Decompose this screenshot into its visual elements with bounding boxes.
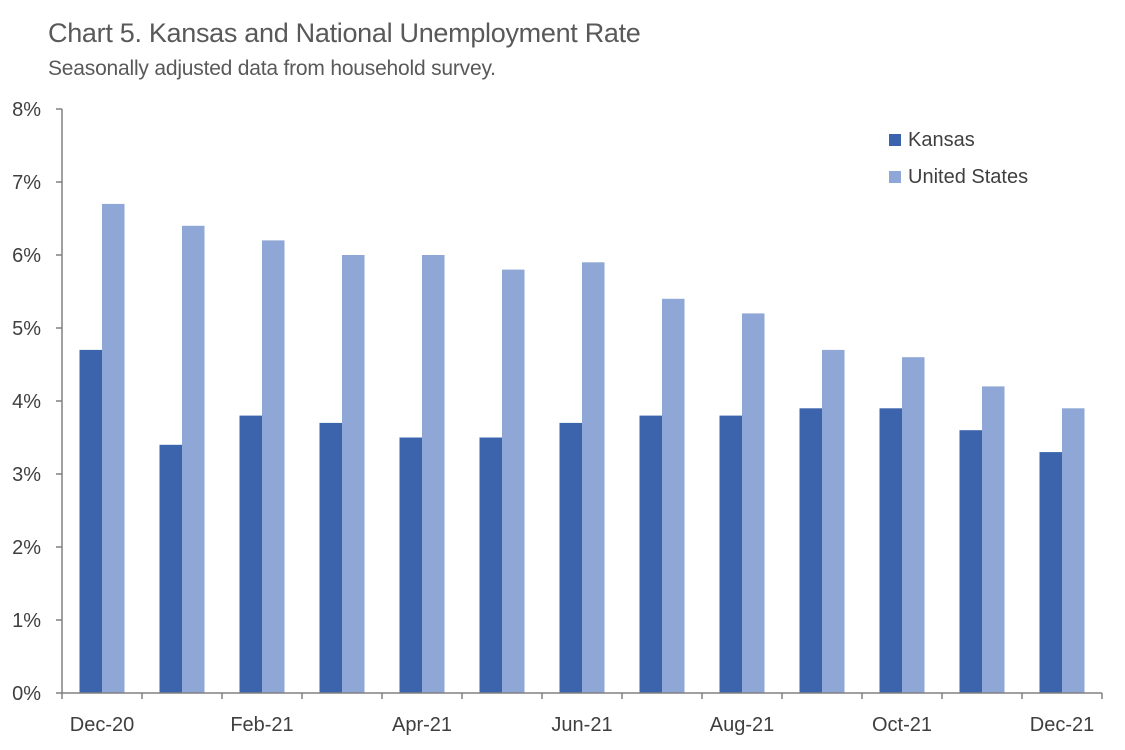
x-tick-label: Feb-21: [230, 714, 293, 736]
y-tick-label: 5%: [12, 318, 41, 340]
bar-united-states-dec-20: [102, 203, 125, 693]
bar-united-states-jan-21: [182, 225, 205, 694]
bar-kansas-may-21: [479, 437, 502, 693]
bar-kansas-nov-21: [959, 430, 982, 693]
bar-united-states-may-21: [502, 269, 525, 693]
bar-kansas-mar-21: [319, 422, 342, 693]
y-tick-label: 8%: [12, 99, 41, 121]
bar-kansas-aug-21: [719, 415, 742, 693]
x-tick-label: Apr-21: [392, 714, 452, 736]
y-tick-label: 6%: [12, 245, 41, 267]
bar-kansas-jun-21: [559, 422, 582, 693]
bar-kansas-oct-21: [879, 408, 902, 693]
bar-kansas-apr-21: [399, 437, 422, 693]
x-tick-label: Jun-21: [551, 714, 612, 736]
bar-united-states-nov-21: [982, 386, 1005, 693]
x-tick-label: Dec-21: [1030, 714, 1094, 736]
bar-kansas-dec-20: [79, 349, 102, 693]
chart-title: Chart 5. Kansas and National Unemploymen…: [48, 18, 641, 48]
bar-kansas-sep-21: [799, 408, 822, 693]
bar-united-states-dec-21: [1062, 408, 1085, 693]
x-tick-label: Dec-20: [70, 714, 134, 736]
legend-label-united-states: United States: [908, 166, 1028, 188]
legend-swatch-united-states: [889, 171, 901, 183]
bar-kansas-jan-21: [159, 444, 182, 693]
x-tick-label: Aug-21: [710, 714, 775, 736]
bar-united-states-aug-21: [742, 313, 765, 693]
y-tick-label: 7%: [12, 172, 41, 194]
bar-kansas-dec-21: [1039, 452, 1062, 693]
bar-united-states-feb-21: [262, 240, 285, 693]
legend-swatch-kansas: [889, 134, 901, 146]
bar-united-states-jun-21: [582, 262, 605, 693]
legend-label-kansas: Kansas: [908, 129, 975, 151]
bar-united-states-apr-21: [422, 255, 445, 693]
y-tick-label: 4%: [12, 391, 41, 413]
bar-united-states-jul-21: [662, 298, 685, 693]
chart-subtitle: Seasonally adjusted data from household …: [48, 57, 496, 80]
bar-kansas-feb-21: [239, 415, 262, 693]
bar-united-states-oct-21: [902, 357, 925, 693]
bar-united-states-sep-21: [822, 349, 845, 693]
bar-united-states-mar-21: [342, 255, 365, 693]
y-tick-label: 0%: [12, 683, 41, 705]
y-tick-label: 2%: [12, 537, 41, 559]
x-tick-label: Oct-21: [872, 714, 932, 736]
y-tick-label: 1%: [12, 610, 41, 632]
y-tick-label: 3%: [12, 464, 41, 486]
bar-kansas-jul-21: [639, 415, 662, 693]
